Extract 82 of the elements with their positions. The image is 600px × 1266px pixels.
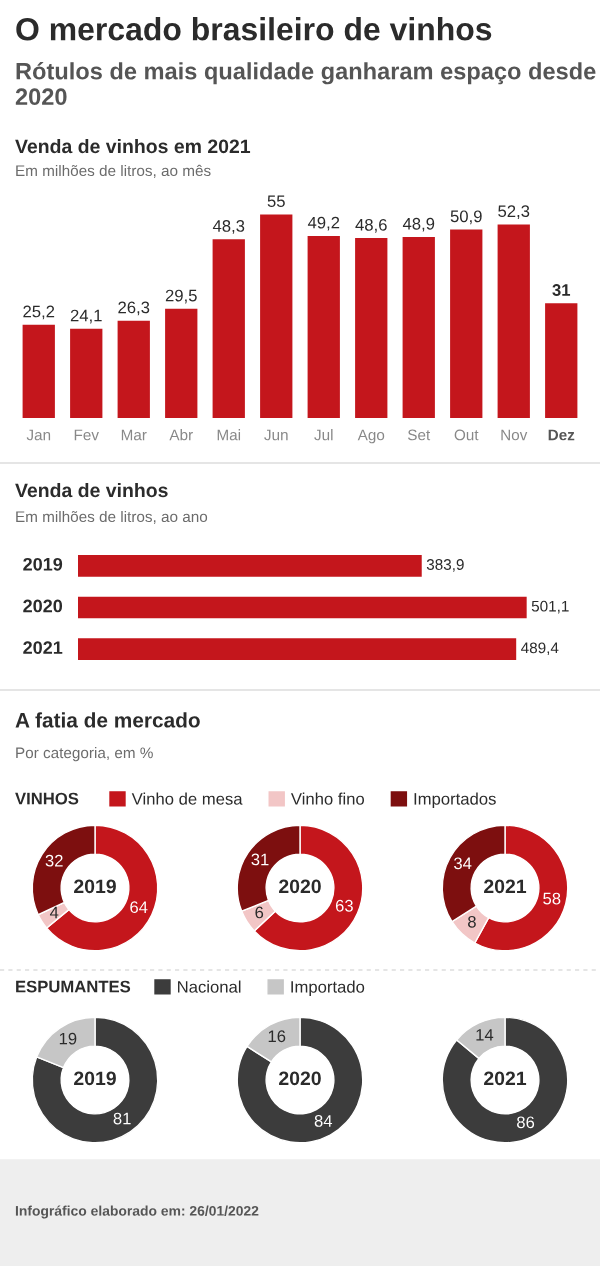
data-label: 49,2 [307,216,340,231]
text: A fatia de mercado [15,712,200,728]
data-label: 31 [552,284,571,296]
text: 2021 [484,879,527,894]
data-label: 29,5 [165,289,197,304]
data-label: 8 [468,915,476,928]
x-tick-label: Nov [501,429,528,441]
x-tick-label: Jun [264,429,288,441]
data-label: 16 [268,1030,286,1043]
bar [402,237,435,418]
bar [22,324,55,418]
data-label: 86 [517,1116,535,1129]
x-tick-label: Mai [217,429,241,441]
text: 2019 [74,879,116,894]
data-label: 383,9 [426,559,464,572]
bar [260,214,293,418]
bar [212,239,245,418]
chart-subtitle: Em milhões de litros, ao mês [16,164,211,178]
bar [165,308,198,418]
x-tick-label: Dez [548,429,575,441]
donut-slice [31,1016,159,1144]
text: Rótulos de mais qualidade ganharam espaço desde 2020 [15,62,596,106]
text: Por categoria, em % [16,747,153,762]
data-label: 19 [59,1032,77,1045]
bar [545,303,578,418]
bar [307,235,340,418]
legend-label: Vinho fino [290,792,365,805]
data-label: 48,9 [402,217,435,232]
data-label: 50,9 [450,210,482,225]
x-tick-label: Fev [74,429,99,441]
data-label: 25,2 [23,305,55,320]
data-label: 31 [251,853,269,866]
x-tick-label: Ago [357,429,385,444]
data-label: 64 [130,901,148,914]
data-label: 32 [45,854,63,867]
donut-slice [236,1016,364,1144]
bar [450,229,483,418]
data-label: 6 [255,906,264,919]
x-tick-label: Jul [314,429,333,441]
x-tick-label: Abr [169,429,193,441]
y-tick-label: 2021 [23,641,63,655]
data-label: 84 [314,1115,333,1127]
data-label: 14 [476,1029,494,1041]
data-label: 4 [49,906,59,919]
legend-label: Importado [291,980,365,997]
bar [497,224,530,418]
chart-title: Venda de vinhos [15,482,168,498]
y-tick-label: 2019 [23,557,63,571]
legend-label: Nacional [178,980,241,993]
bar [70,328,103,418]
x-tick-label: Out [454,429,479,441]
text: O mercado brasileiro de vinhos [16,17,492,41]
legend-label: Vinho de mesa [131,792,243,805]
data-label: 501,1 [531,600,569,614]
legend-label: Importados [414,792,496,809]
text: 2021 [484,1071,527,1086]
text: Infográfico elaborado em: 26/01/2022 [15,1205,259,1219]
y-tick-label: 2020 [23,599,63,613]
legend-title: VINHOS [15,792,79,805]
data-label: 48,3 [212,220,245,234]
data-label: 489,4 [521,642,559,656]
bar [355,238,388,418]
x-tick-label: Set [407,429,431,441]
data-label: 55 [267,195,285,208]
data-label: 24,1 [70,309,102,324]
bar [117,320,150,418]
data-label: 34 [454,857,472,870]
text: 2020 [279,1071,321,1086]
donut-slice [441,1016,569,1144]
chart-title: Venda de vinhos em 2021 [15,138,251,154]
data-label: 58 [543,892,561,905]
data-label: 63 [335,899,353,912]
chart-subtitle: Em milhões de litros, ao ano [16,510,208,524]
x-tick-label: Mar [121,429,147,441]
data-label: 48,6 [355,218,387,233]
text: 2019 [74,1071,116,1086]
text: 2020 [279,879,321,894]
data-label: 52,3 [498,205,530,220]
data-label: 81 [113,1112,131,1125]
x-tick-label: Jan [26,429,51,441]
data-label: 26,3 [118,301,150,316]
legend-title: ESPUMANTES [16,980,131,993]
